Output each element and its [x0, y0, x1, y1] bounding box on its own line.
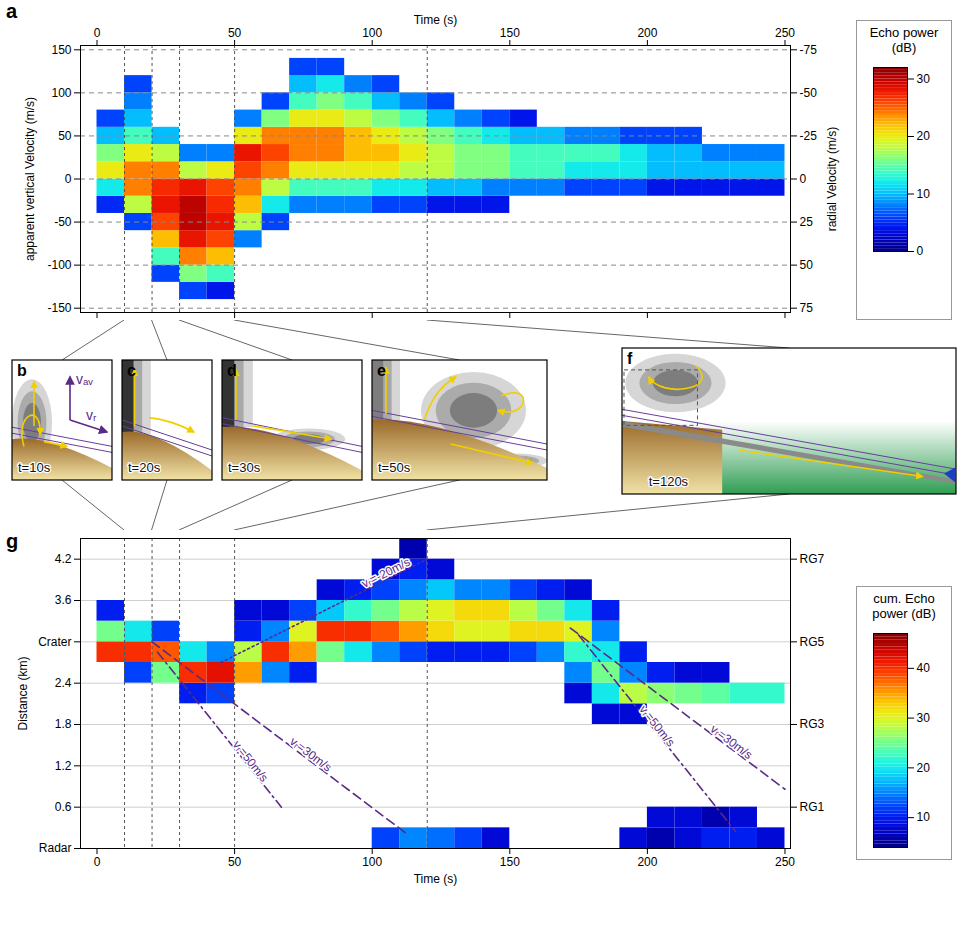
svg-text:100: 100 [51, 86, 71, 100]
svg-text:t=10s: t=10s [18, 460, 51, 475]
svg-text:2.4: 2.4 [55, 676, 72, 690]
svg-text:150: 150 [500, 855, 520, 869]
svg-text:-75: -75 [800, 43, 818, 57]
svg-text:0: 0 [800, 172, 807, 186]
svg-text:vₐᵥ: vₐᵥ [76, 371, 93, 387]
svg-text:t=50s: t=50s [378, 460, 411, 475]
svg-text:0: 0 [94, 855, 101, 869]
svg-text:50: 50 [58, 129, 72, 143]
svg-text:apparent vertical Velocity (m/: apparent vertical Velocity (m/s) [23, 97, 37, 261]
html-text:a: a [6, 0, 18, 22]
svg-text:RG7: RG7 [800, 552, 825, 566]
html-text:g: g [6, 530, 19, 552]
svg-text:b: b [17, 362, 27, 379]
svg-text:f: f [627, 350, 633, 367]
svg-text:c: c [127, 362, 136, 379]
html-text:cum. Echo power (dB): cum. Echo power (dB) [872, 591, 936, 621]
svg-text:-150: -150 [47, 301, 71, 315]
svg-text:0: 0 [65, 172, 72, 186]
svg-text:25: 25 [800, 215, 814, 229]
svg-text:Time (s): Time (s) [414, 13, 458, 27]
svg-text:200: 200 [637, 855, 657, 869]
svg-text:RG5: RG5 [800, 635, 825, 649]
svg-text:20: 20 [917, 761, 931, 775]
svg-text:t=20s: t=20s [128, 460, 161, 475]
svg-text:0.6: 0.6 [55, 800, 72, 814]
svg-text:3.6: 3.6 [55, 593, 72, 607]
svg-text:Time (s): Time (s) [414, 872, 458, 886]
svg-text:100: 100 [362, 26, 382, 40]
svg-text:t=30s: t=30s [228, 460, 261, 475]
svg-text:150: 150 [51, 43, 71, 57]
svg-text:-100: -100 [47, 258, 71, 272]
svg-text:20: 20 [917, 129, 931, 143]
svg-text:75: 75 [800, 301, 814, 315]
svg-text:Crater: Crater [38, 635, 71, 649]
svg-text:10: 10 [917, 810, 931, 824]
svg-text:-50: -50 [54, 215, 72, 229]
svg-text:30: 30 [917, 72, 931, 86]
svg-text:RG1: RG1 [800, 800, 825, 814]
svg-text:vᵣ=30m/s: vᵣ=30m/s [708, 722, 755, 762]
svg-text:-50: -50 [800, 86, 818, 100]
svg-text:40: 40 [917, 661, 931, 675]
svg-text:250: 250 [775, 855, 795, 869]
svg-text:50: 50 [800, 258, 814, 272]
svg-text:0: 0 [94, 26, 101, 40]
svg-text:t=120s: t=120s [649, 474, 689, 489]
svg-text:150: 150 [500, 26, 520, 40]
svg-text:50: 50 [228, 855, 242, 869]
svg-text:0: 0 [917, 244, 924, 258]
svg-text:radial Velocity (m/s): radial Velocity (m/s) [825, 127, 839, 232]
svg-text:d: d [227, 362, 237, 379]
svg-text:250: 250 [775, 26, 795, 40]
svg-text:-25: -25 [800, 129, 818, 143]
svg-text:vᵣ=50m/s: vᵣ=50m/s [637, 703, 678, 750]
svg-text:1.8: 1.8 [55, 717, 72, 731]
svg-text:vᵣ=-20m/s: vᵣ=-20m/s [359, 555, 412, 591]
svg-text:vᵣ=30m/s: vᵣ=30m/s [287, 734, 334, 774]
svg-text:vᵣ=50m/s: vᵣ=50m/s [230, 738, 271, 785]
svg-text:30: 30 [917, 711, 931, 725]
svg-text:200: 200 [637, 26, 657, 40]
svg-text:4.2: 4.2 [55, 552, 72, 566]
svg-text:100: 100 [362, 855, 382, 869]
svg-text:e: e [377, 362, 386, 379]
svg-text:Radar: Radar [39, 841, 72, 855]
svg-text:Distance (km): Distance (km) [16, 656, 30, 730]
svg-text:vᵣ: vᵣ [86, 407, 97, 423]
svg-text:1.2: 1.2 [55, 759, 72, 773]
svg-text:10: 10 [917, 187, 931, 201]
svg-text:RG3: RG3 [800, 717, 825, 731]
html-text:Echo power (dB): Echo power (dB) [869, 25, 939, 55]
svg-text:50: 50 [228, 26, 242, 40]
